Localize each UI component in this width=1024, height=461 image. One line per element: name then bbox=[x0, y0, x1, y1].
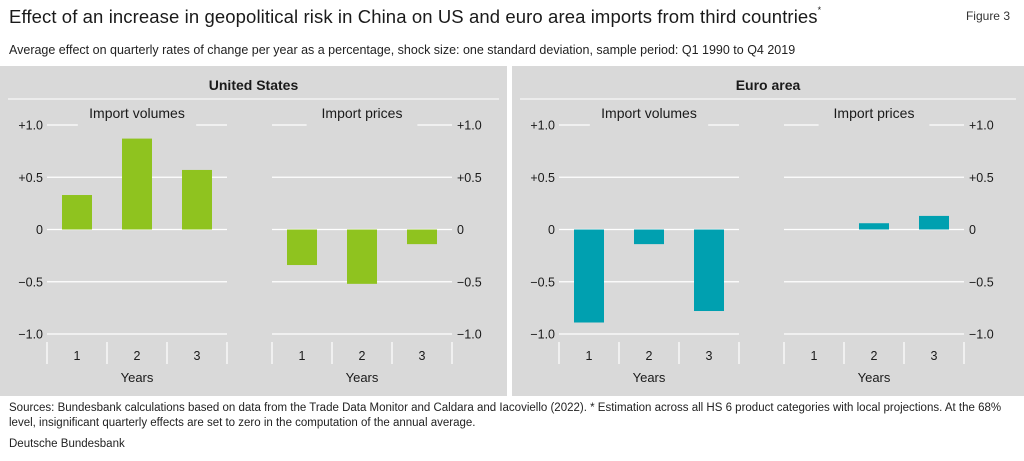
x-axis-label: Years bbox=[346, 370, 379, 385]
y-tick-label: +1.0 bbox=[969, 119, 994, 133]
figure-title: Effect of an increase in geopolitical ri… bbox=[9, 5, 822, 28]
y-tick-label: −0.5 bbox=[969, 275, 994, 289]
bar-2 bbox=[859, 223, 889, 230]
bar-2 bbox=[347, 229, 377, 284]
y-tick-label: −1.0 bbox=[18, 328, 43, 342]
y-tick-label: −1.0 bbox=[457, 328, 482, 342]
title-footnote-marker: * bbox=[817, 5, 822, 15]
footnote: Sources: Bundesbank calculations based o… bbox=[9, 402, 1002, 429]
y-tick-label: 0 bbox=[969, 223, 976, 237]
x-tick-label: 3 bbox=[931, 349, 938, 363]
y-tick-label: 0 bbox=[36, 223, 43, 237]
region-title: United States bbox=[209, 77, 299, 93]
title-knockout bbox=[306, 122, 418, 128]
bar-1 bbox=[62, 195, 92, 230]
bar-3 bbox=[407, 229, 437, 245]
x-tick-label: 3 bbox=[706, 349, 713, 363]
figure-subtitle: Average effect on quarterly rates of cha… bbox=[9, 43, 796, 57]
title-knockout bbox=[818, 122, 930, 128]
bar-2 bbox=[122, 138, 152, 230]
y-tick-label: −1.0 bbox=[530, 328, 555, 342]
y-tick-label: +0.5 bbox=[530, 171, 555, 185]
x-tick-label: 1 bbox=[811, 349, 818, 363]
y-tick-label: −0.5 bbox=[530, 275, 555, 289]
y-tick-label: −0.5 bbox=[457, 275, 482, 289]
x-tick-label: 3 bbox=[419, 349, 426, 363]
y-tick-label: +1.0 bbox=[530, 119, 555, 133]
x-tick-label: 2 bbox=[134, 349, 141, 363]
x-tick-label: 1 bbox=[586, 349, 593, 363]
bar-2 bbox=[634, 229, 664, 245]
y-tick-label: +0.5 bbox=[969, 171, 994, 185]
x-axis-label: Years bbox=[121, 370, 154, 385]
bar-1 bbox=[574, 229, 604, 323]
chart-area: United States +1.0 +0.5 0 −0.5 −1.0 Import vol… bbox=[0, 66, 1024, 396]
x-tick-label: 1 bbox=[299, 349, 306, 363]
figure-title-text: Effect of an increase in geopolitical ri… bbox=[9, 6, 818, 27]
x-axis-label: Years bbox=[858, 370, 891, 385]
subplot-title: Import prices bbox=[322, 105, 403, 121]
subplot-title: Import volumes bbox=[601, 105, 697, 121]
region-title: Euro area bbox=[736, 77, 801, 93]
y-tick-label: −1.0 bbox=[969, 328, 994, 342]
bar-3 bbox=[694, 229, 724, 312]
x-tick-label: 3 bbox=[194, 349, 201, 363]
x-axis-label: Years bbox=[633, 370, 666, 385]
title-knockout bbox=[589, 122, 709, 128]
y-tick-label: 0 bbox=[457, 223, 464, 237]
y-tick-label: −0.5 bbox=[18, 275, 43, 289]
x-tick-label: 2 bbox=[646, 349, 653, 363]
x-tick-label: 1 bbox=[74, 349, 81, 363]
subplot-title: Import volumes bbox=[89, 105, 185, 121]
bar-1 bbox=[287, 229, 317, 266]
y-tick-label: +1.0 bbox=[18, 119, 43, 133]
figure-label: Figure 3 bbox=[965, 9, 1010, 23]
subplot-title: Import prices bbox=[834, 105, 915, 121]
bar-3 bbox=[919, 215, 949, 230]
bar-3 bbox=[182, 169, 212, 230]
y-tick-label: +0.5 bbox=[457, 171, 482, 185]
source-label: Deutsche Bundesbank bbox=[9, 438, 125, 450]
title-knockout bbox=[77, 122, 197, 128]
y-tick-label: +0.5 bbox=[18, 171, 43, 185]
x-tick-label: 2 bbox=[359, 349, 366, 363]
y-tick-label: +1.0 bbox=[457, 119, 482, 133]
x-tick-label: 2 bbox=[871, 349, 878, 363]
y-tick-label: 0 bbox=[548, 223, 555, 237]
